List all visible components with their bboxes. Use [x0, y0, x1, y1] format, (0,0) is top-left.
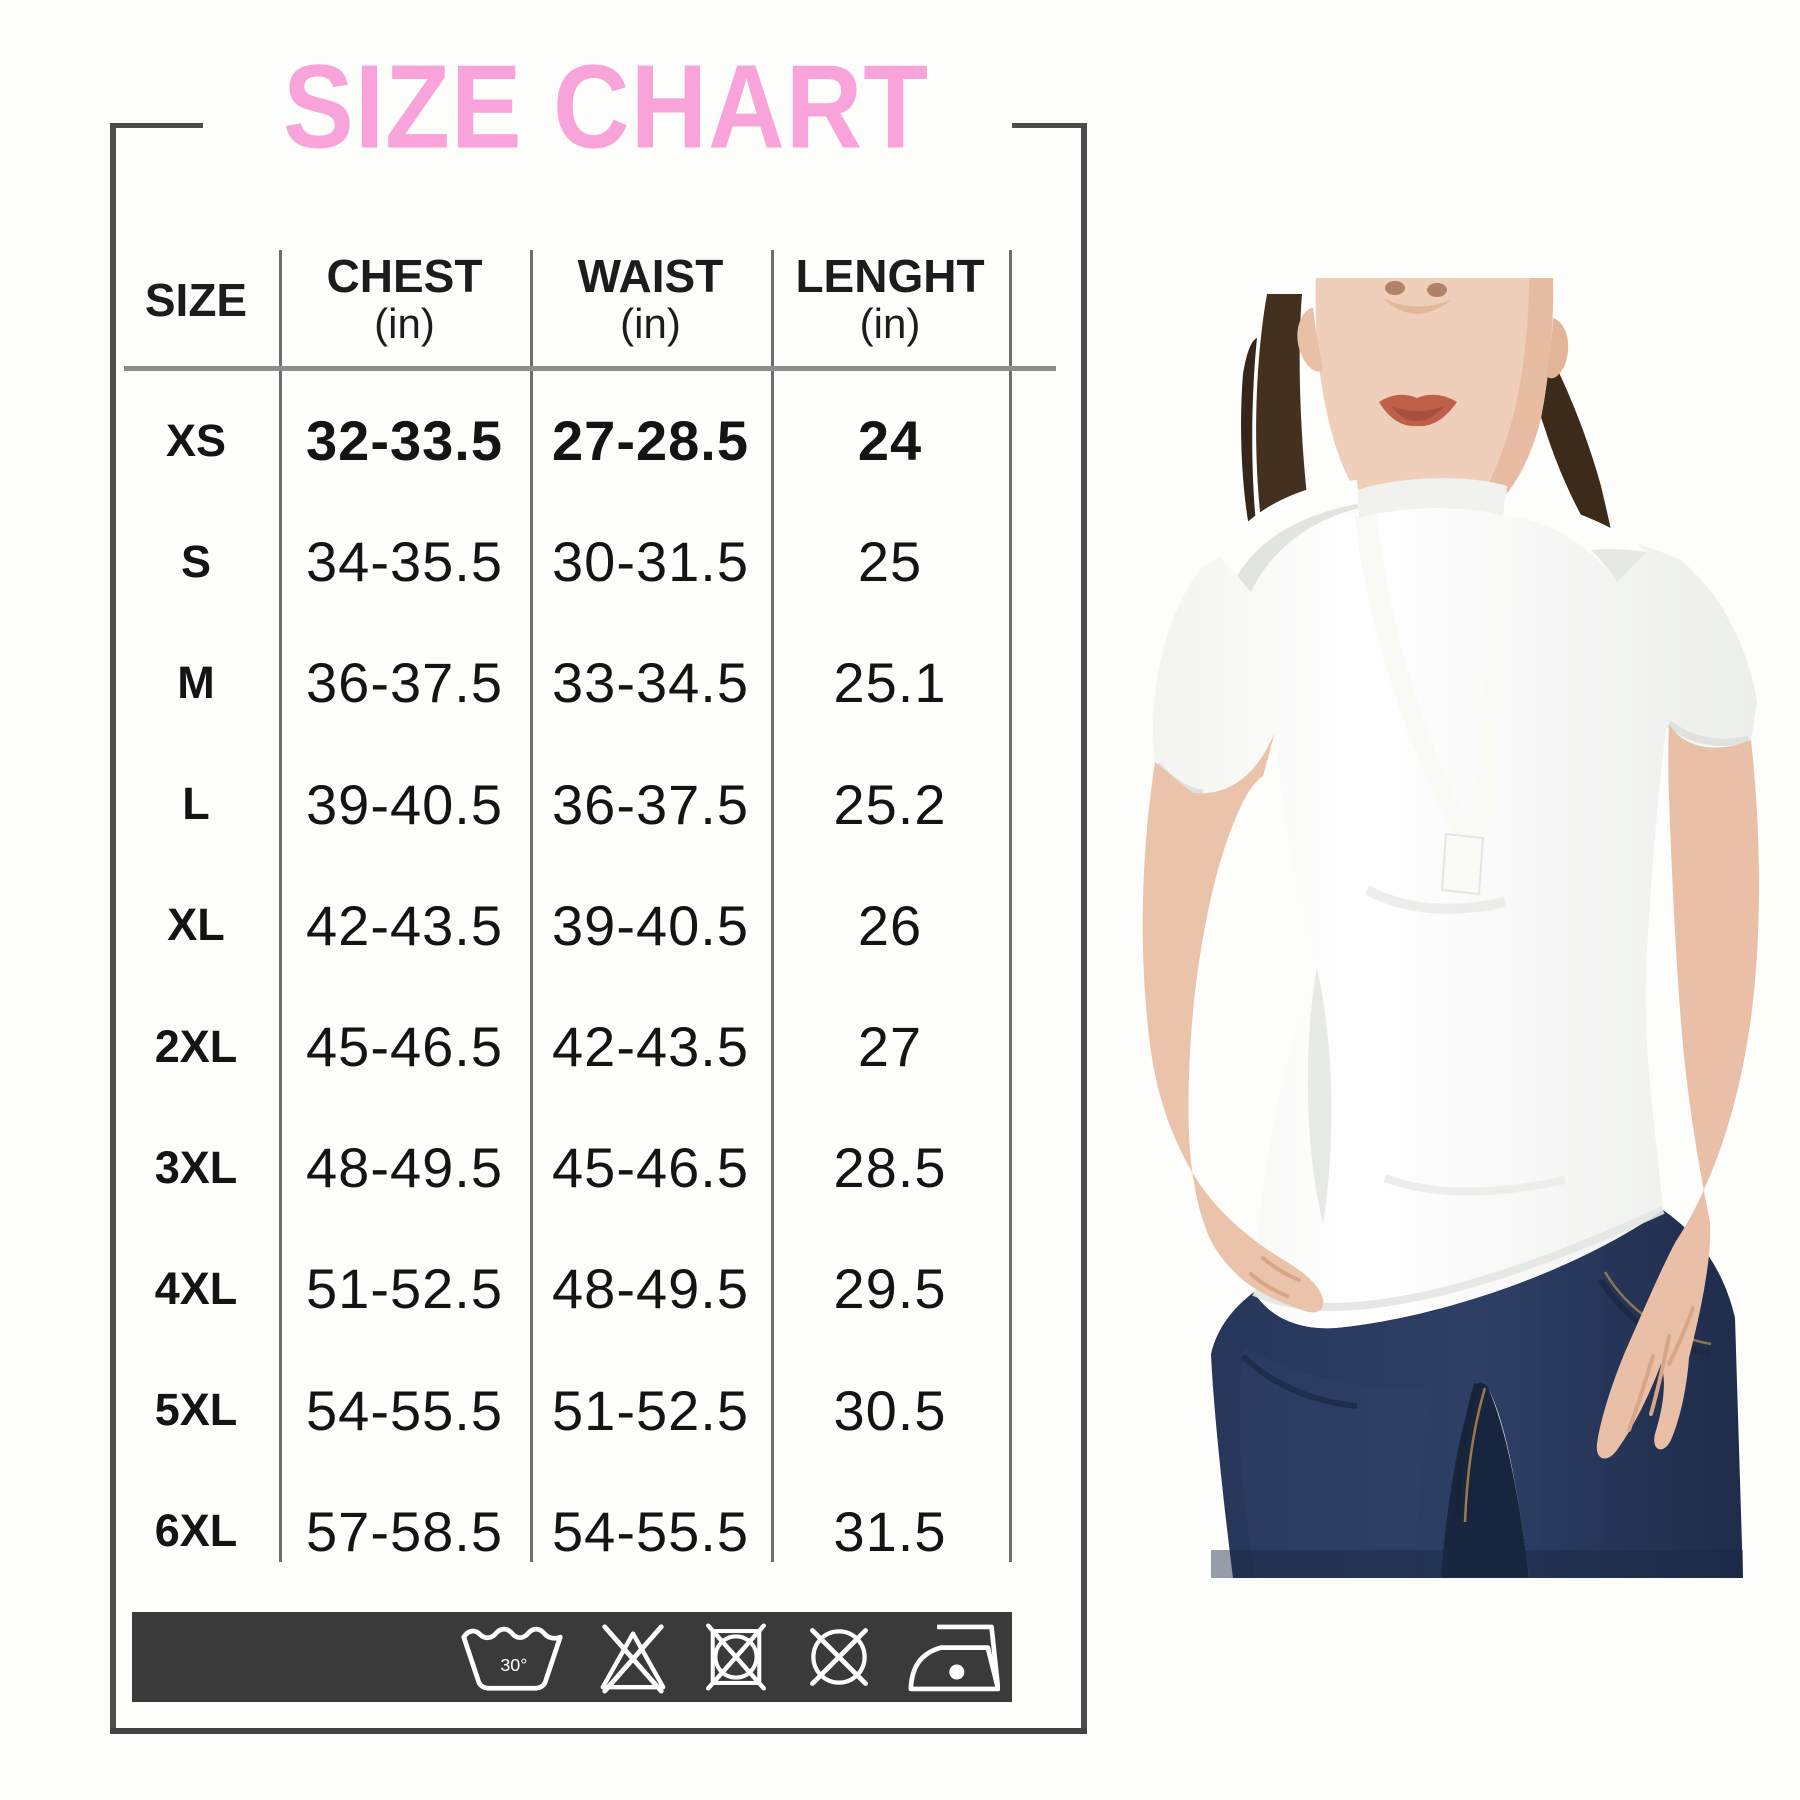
cell-length: 31.5	[833, 1499, 947, 1563]
column-separator	[1009, 250, 1012, 1562]
cell-chest: 42-43.5	[306, 893, 503, 957]
cell-size: XS	[165, 414, 227, 466]
header-label: SIZE	[144, 274, 248, 326]
border-left	[110, 123, 116, 1734]
cell-waist: 42-43.5	[552, 1015, 749, 1079]
cell-waist: 45-46.5	[552, 1136, 749, 1200]
cell-size: 5XL	[154, 1384, 238, 1436]
column-header-waist: WAIST (in)	[530, 233, 771, 365]
cell-waist: 51-52.5	[552, 1378, 749, 1442]
size-table-body: XS 32-33.5 27-28.5 24 S 34-35.5 30-31.5 25 M 36-3…	[113, 380, 1009, 1592]
header-underline	[124, 366, 1056, 371]
table-row: 5XL 54-55.5 51-52.5 30.5	[113, 1350, 1009, 1471]
table-row: 3XL 48-49.5 45-46.5 28.5	[113, 1107, 1009, 1228]
border-top-right-segment	[1012, 123, 1087, 128]
model-photo	[1142, 278, 1760, 1578]
border-top-left-segment	[110, 123, 203, 128]
cell-chest: 34-35.5	[306, 530, 503, 594]
cell-chest: 39-40.5	[306, 772, 503, 836]
cell-waist: 48-49.5	[552, 1257, 749, 1321]
cell-size: XL	[167, 899, 225, 951]
cell-size: M	[177, 656, 215, 708]
cell-chest: 32-33.5	[306, 409, 503, 473]
cell-length: 25	[857, 530, 923, 594]
do-not-tumble-dry-icon	[706, 1623, 766, 1691]
cell-waist: 33-34.5	[552, 651, 749, 715]
cell-chest: 57-58.5	[306, 1499, 503, 1563]
cell-length: 28.5	[833, 1136, 947, 1200]
table-row: 6XL 57-58.5 54-55.5 31.5	[113, 1471, 1009, 1592]
cell-size: L	[182, 778, 210, 830]
cell-waist: 39-40.5	[552, 893, 749, 957]
column-header-size: SIZE	[113, 240, 279, 360]
page-title: SIZE CHART	[283, 41, 929, 174]
header-label: WAIST	[577, 250, 724, 302]
cell-length: 25.1	[833, 651, 947, 715]
column-separator	[771, 250, 774, 1562]
cell-size: 4XL	[154, 1262, 238, 1314]
svg-text:30°: 30°	[500, 1655, 527, 1675]
table-row: XL 42-43.5 39-40.5 26	[113, 865, 1009, 986]
table-row: M 36-37.5 33-34.5 25.1	[113, 622, 1009, 743]
cell-waist: 36-37.5	[552, 772, 749, 836]
column-header-length: LENGHT (in)	[771, 233, 1009, 365]
header-label: CHEST	[326, 250, 483, 302]
cell-chest: 48-49.5	[306, 1136, 503, 1200]
cell-length: 30.5	[833, 1378, 947, 1442]
cell-length: 29.5	[833, 1257, 947, 1321]
header-unit: (in)	[620, 300, 681, 347]
header-unit: (in)	[374, 300, 435, 347]
cell-chest: 45-46.5	[306, 1015, 503, 1079]
column-header-chest: CHEST (in)	[279, 233, 530, 365]
cell-waist: 54-55.5	[552, 1499, 749, 1563]
do-not-bleach-icon	[600, 1624, 666, 1694]
iron-low-heat-icon	[908, 1624, 1000, 1692]
column-separator	[279, 250, 282, 1562]
table-row: L 39-40.5 36-37.5 25.2	[113, 744, 1009, 865]
cell-size: 2XL	[154, 1020, 238, 1072]
cell-chest: 54-55.5	[306, 1378, 503, 1442]
border-bottom	[110, 1728, 1087, 1734]
care-instructions-bar: 30°	[132, 1612, 1012, 1702]
cell-size: S	[180, 535, 211, 587]
cell-waist: 27-28.5	[552, 409, 749, 473]
cell-size: 6XL	[154, 1505, 238, 1557]
cell-length: 25.2	[833, 772, 947, 836]
cell-chest: 51-52.5	[306, 1257, 503, 1321]
table-row: XS 32-33.5 27-28.5 24	[113, 380, 1009, 501]
machine-wash-30-icon: 30°	[461, 1626, 563, 1691]
table-row: S 34-35.5 30-31.5 25	[113, 501, 1009, 622]
column-separator	[530, 250, 533, 1562]
cell-chest: 36-37.5	[306, 651, 503, 715]
table-row: 4XL 51-52.5 48-49.5 29.5	[113, 1228, 1009, 1349]
header-unit: (in)	[859, 300, 921, 347]
border-right	[1081, 123, 1087, 1734]
cell-length: 27	[857, 1015, 923, 1079]
do-not-dry-clean-icon	[810, 1628, 868, 1686]
cell-size: 3XL	[154, 1141, 238, 1193]
cell-length: 26	[857, 893, 923, 957]
header-label: LENGHT	[795, 250, 985, 302]
table-row: 2XL 45-46.5 42-43.5 27	[113, 986, 1009, 1107]
cell-length: 24	[857, 409, 923, 473]
cell-waist: 30-31.5	[552, 530, 749, 594]
